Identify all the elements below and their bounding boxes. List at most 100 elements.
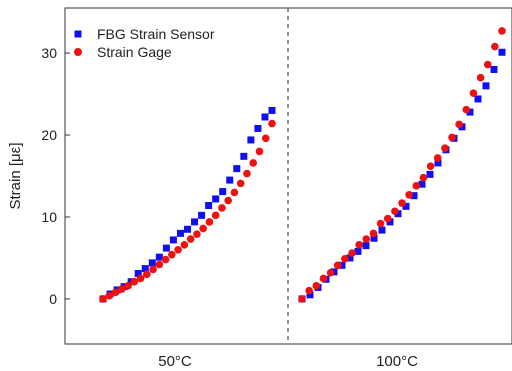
gage-point-g2-1	[298, 295, 306, 303]
fbg-point-g1-23	[254, 124, 262, 132]
fbg-point-g2-18	[434, 159, 442, 167]
x-category-label-1: 50°C	[158, 353, 192, 370]
fbg-point-g2-9	[362, 242, 370, 250]
fbg-point-g2-7	[346, 254, 354, 262]
gage-point-g2-27	[483, 60, 492, 69]
gage-point-g2-11	[369, 229, 378, 238]
gage-point-g2-9	[355, 241, 363, 249]
gage-point-g2-15	[398, 199, 406, 207]
fbg-point-g2-17	[426, 170, 434, 178]
gage-point-g1-23	[236, 179, 245, 188]
fbg-point-g1-11	[169, 236, 177, 244]
gage-point-g1-4	[117, 285, 126, 293]
gage-point-g2-29	[498, 27, 506, 35]
gage-point-g2-4	[319, 274, 328, 283]
gage-point-g2-7	[341, 254, 349, 263]
legend-marker-fbg	[74, 30, 82, 38]
x-categories: 50°C 100°C	[158, 353, 418, 370]
gage-point-g1-12	[168, 250, 176, 259]
fbg-point-g2-2	[306, 291, 314, 299]
fbg-point-g1-21	[240, 152, 248, 160]
fbg-point-g2-25	[490, 65, 498, 73]
y-ticks: 0 10 20 30	[41, 45, 70, 307]
gage-point-g1-26	[255, 147, 264, 156]
gage-point-g1-10	[155, 260, 164, 269]
y-axis-label: Strain [με]	[7, 142, 24, 209]
fbg-point-g2-16	[418, 180, 426, 188]
gage-point-g1-15	[186, 235, 195, 243]
fbg-point-g2-8	[354, 247, 362, 255]
fbg-point-g2-14	[402, 202, 410, 210]
fbg-point-g1-7	[141, 265, 149, 273]
legend: FBG Strain Sensor Strain Gage	[74, 26, 215, 60]
fbg-point-g2-26	[498, 48, 506, 56]
gage-point-g2-19	[426, 162, 435, 170]
fbg-point-g1-12	[176, 229, 184, 237]
gage-point-g1-28	[268, 119, 276, 128]
gage-point-g2-25	[469, 89, 478, 98]
gage-point-g1-20	[218, 204, 226, 212]
gage-point-g2-5	[326, 268, 335, 277]
data-points	[99, 27, 506, 303]
gage-point-g2-17	[412, 182, 421, 190]
gage-point-g2-24	[462, 105, 471, 114]
fbg-point-g1-19	[226, 176, 234, 184]
fbg-point-g1-8	[148, 259, 156, 267]
gage-point-g1-3	[111, 288, 120, 297]
fbg-point-g1-14	[191, 218, 199, 226]
gage-point-g2-23	[455, 120, 463, 129]
fbg-point-g1-10	[162, 244, 170, 252]
gage-point-g1-7	[136, 274, 145, 283]
gage-point-g1-22	[230, 188, 239, 197]
gage-point-g1-21	[224, 196, 232, 205]
gage-point-g2-28	[491, 42, 499, 51]
gage-point-g2-16	[405, 191, 413, 199]
y-tick-label-30: 30	[41, 45, 57, 61]
gage-point-g2-3	[312, 282, 321, 290]
gage-point-g2-26	[476, 73, 485, 82]
fbg-point-g1-24	[261, 113, 269, 121]
fbg-point-g1-13	[184, 225, 191, 233]
gage-point-g2-12	[376, 219, 385, 228]
fbg-point-g2-24	[482, 82, 490, 90]
gage-point-g1-27	[261, 134, 270, 143]
fbg-point-g2-13	[394, 210, 402, 218]
y-tick-label-20: 20	[41, 127, 57, 143]
gage-point-g1-14	[180, 241, 189, 249]
fbg-point-g1-9	[155, 253, 163, 261]
gage-point-g2-22	[448, 133, 456, 142]
gage-point-g1-6	[130, 277, 139, 286]
fbg-point-g1-20	[233, 165, 241, 173]
gage-point-g2-13	[383, 214, 392, 223]
fbg-point-g1-25	[268, 106, 276, 114]
gage-point-g1-24	[243, 169, 251, 178]
gage-point-g1-13	[174, 245, 182, 254]
fbg-point-g2-23	[474, 95, 482, 103]
gage-point-g1-25	[249, 159, 258, 167]
fbg-point-g1-16	[205, 202, 213, 210]
gage-point-g2-21	[441, 144, 449, 152]
legend-marker-gage	[74, 48, 82, 56]
gage-point-g2-2	[305, 286, 313, 295]
fbg-point-g2-12	[386, 218, 394, 226]
fbg-point-g1-6	[134, 270, 142, 278]
fbg-point-g2-22	[466, 108, 474, 116]
gage-point-g1-2	[105, 291, 114, 300]
gage-point-g1-8	[143, 270, 151, 279]
fbg-point-g1-22	[247, 136, 255, 144]
gage-point-g2-10	[362, 235, 371, 243]
gage-point-g1-5	[124, 282, 132, 290]
gage-point-g1-11	[161, 255, 170, 264]
gage-point-g1-9	[149, 265, 157, 274]
fbg-point-g2-10	[370, 234, 378, 242]
gage-point-g2-8	[348, 249, 356, 257]
y-tick-label-0: 0	[49, 291, 57, 307]
gage-point-g1-19	[211, 211, 220, 220]
fbg-point-g1-15	[198, 211, 206, 219]
gage-point-g1-17	[199, 224, 207, 233]
gage-point-g1-1	[99, 295, 107, 303]
gage-point-g1-16	[193, 230, 201, 238]
gage-point-g2-18	[419, 173, 428, 182]
x-category-label-2: 100°C	[376, 353, 418, 370]
